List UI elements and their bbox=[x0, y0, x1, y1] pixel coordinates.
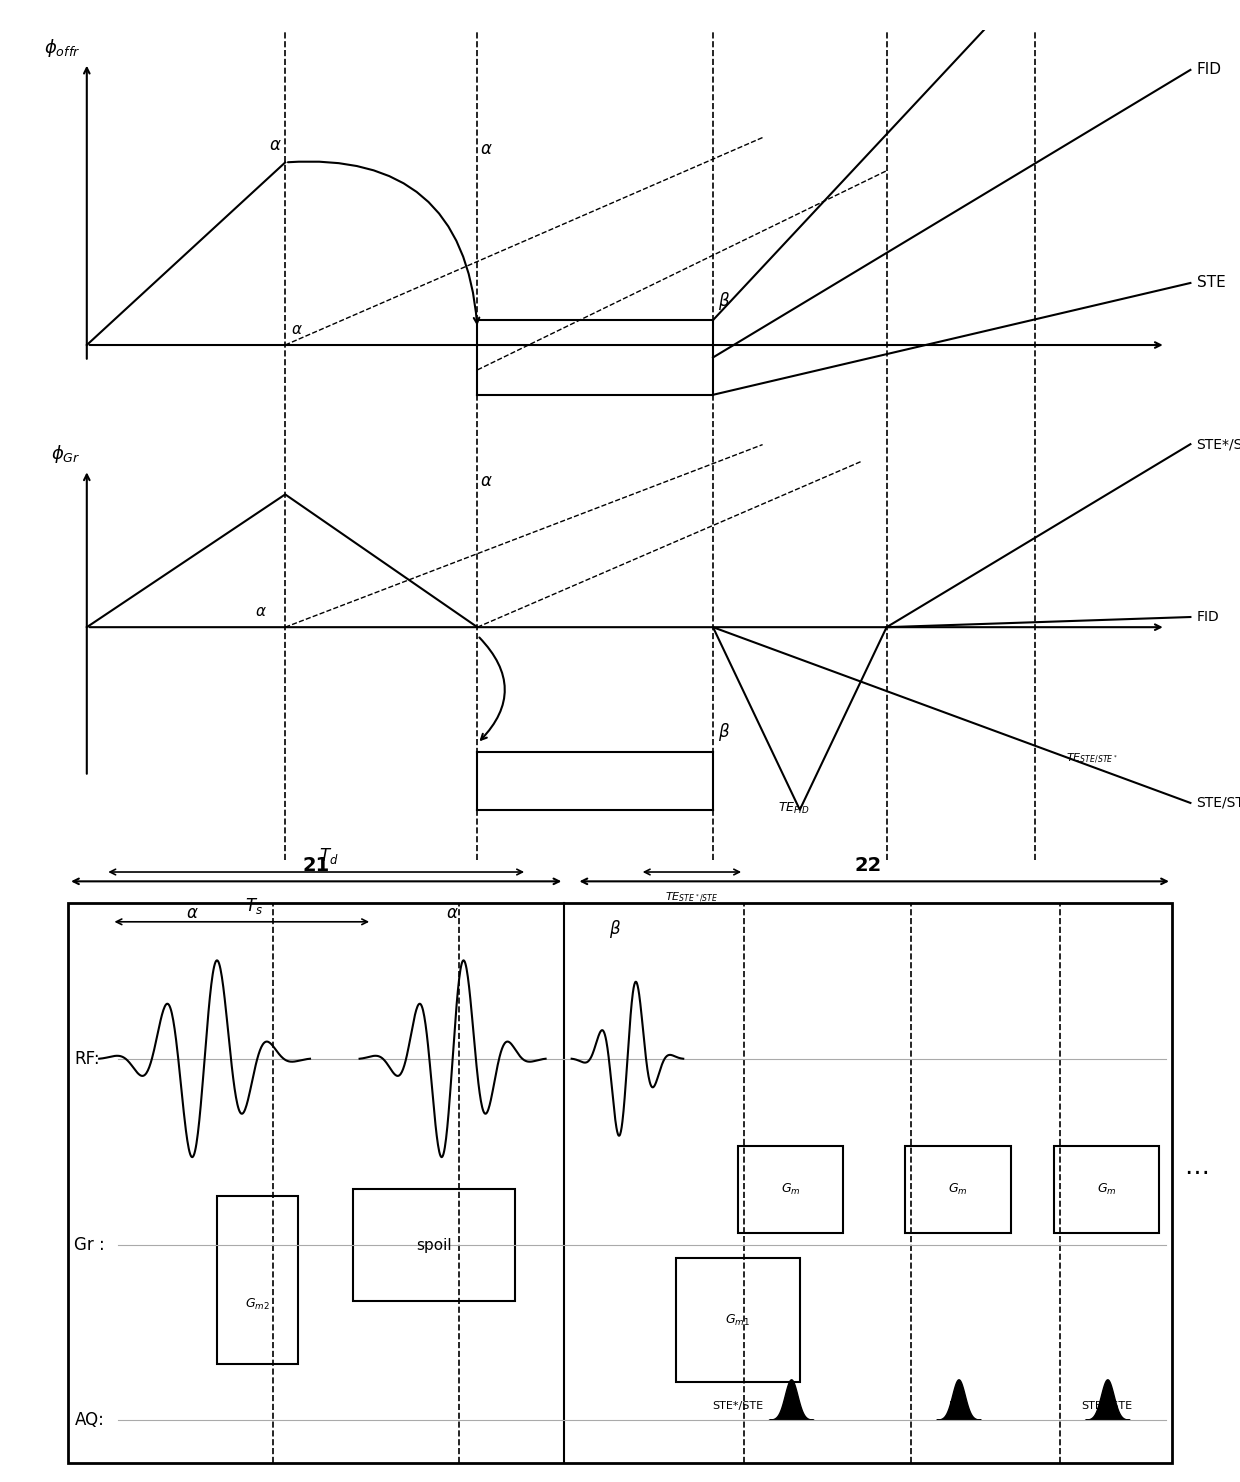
Text: $\beta$: $\beta$ bbox=[609, 919, 621, 941]
Text: Gr :: Gr : bbox=[74, 1236, 105, 1254]
Text: STE: STE bbox=[1197, 276, 1225, 290]
Text: $\alpha$: $\alpha$ bbox=[269, 136, 281, 154]
Text: $G_m$: $G_m$ bbox=[1097, 1183, 1116, 1197]
Text: FID: FID bbox=[1197, 611, 1219, 624]
Text: STE*/STE: STE*/STE bbox=[1197, 437, 1240, 451]
Text: STE*/STE: STE*/STE bbox=[712, 1400, 764, 1411]
Text: $\alpha$: $\alpha$ bbox=[446, 904, 459, 922]
Text: $TE_{STE/STE^*}$: $TE_{STE/STE^*}$ bbox=[1066, 751, 1118, 766]
Text: AQ:: AQ: bbox=[74, 1411, 104, 1429]
Text: $TE_{FID}$: $TE_{FID}$ bbox=[779, 800, 810, 817]
Text: $G_{m1}$: $G_{m1}$ bbox=[725, 1313, 750, 1328]
Bar bbox=[217, 1196, 298, 1363]
Bar bbox=[738, 1146, 843, 1233]
Text: $\phi_{Gr}$: $\phi_{Gr}$ bbox=[51, 443, 81, 465]
Text: STE/STE*: STE/STE* bbox=[1197, 796, 1240, 811]
Text: $G_m$: $G_m$ bbox=[781, 1183, 800, 1197]
Text: $\alpha$: $\alpha$ bbox=[291, 322, 304, 336]
Text: $\alpha$: $\alpha$ bbox=[186, 904, 198, 922]
Bar bbox=[353, 1190, 515, 1301]
Text: $\alpha$: $\alpha$ bbox=[480, 473, 492, 491]
Bar bbox=[68, 903, 1172, 1463]
Text: $\phi_{offr}$: $\phi_{offr}$ bbox=[45, 37, 81, 59]
Text: $\alpha$: $\alpha$ bbox=[254, 603, 267, 619]
Text: STE*/STE: STE*/STE bbox=[1081, 1400, 1132, 1411]
Text: $\alpha$: $\alpha$ bbox=[480, 141, 492, 159]
Text: $\beta$: $\beta$ bbox=[718, 290, 730, 311]
Text: $\cdots$: $\cdots$ bbox=[1184, 1159, 1208, 1183]
Text: 22: 22 bbox=[854, 857, 882, 874]
Text: RF:: RF: bbox=[74, 1049, 100, 1067]
Text: 21: 21 bbox=[303, 857, 330, 874]
Text: $T_s$: $T_s$ bbox=[246, 895, 263, 916]
Text: $\beta$: $\beta$ bbox=[718, 722, 730, 744]
Text: FID: FID bbox=[1197, 62, 1221, 77]
Bar bbox=[1054, 1146, 1159, 1233]
Text: $TE_{STE^*/STE}$: $TE_{STE^*/STE}$ bbox=[666, 891, 718, 906]
Text: $G_m$: $G_m$ bbox=[949, 1183, 967, 1197]
Text: FID: FID bbox=[949, 1400, 967, 1411]
Bar bbox=[676, 1258, 800, 1383]
Text: $T_d$: $T_d$ bbox=[319, 846, 339, 865]
Bar bbox=[905, 1146, 1011, 1233]
Text: spoil: spoil bbox=[417, 1237, 451, 1252]
Text: $G_{m2}$: $G_{m2}$ bbox=[244, 1297, 270, 1313]
